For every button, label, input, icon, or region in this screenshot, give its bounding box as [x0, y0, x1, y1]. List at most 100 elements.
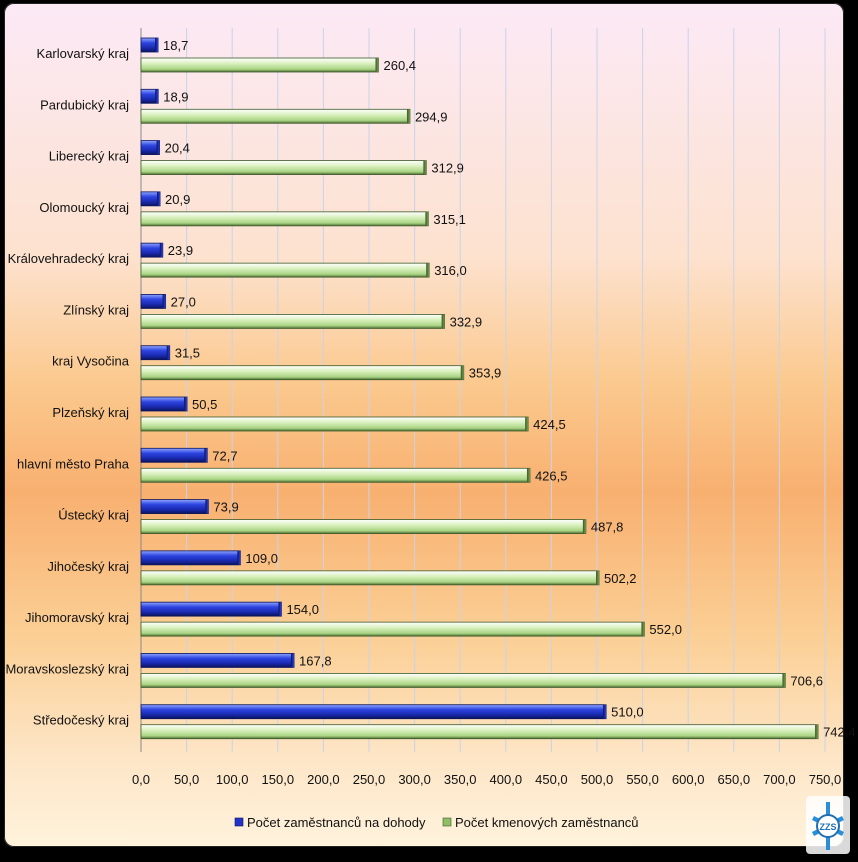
bar-end-kmenovi: [426, 263, 430, 278]
data-label-kmenovi: 312,9: [431, 161, 464, 176]
data-label-kmenovi: 706,6: [790, 673, 823, 688]
data-label-dohody: 154,0: [286, 602, 319, 617]
x-tick-label: 200,0: [307, 772, 340, 787]
x-tick-labels: 0,0 50,0 100,0 150,0 200,0 250,0 300,0 350,0 400…: [132, 772, 841, 787]
bar-kmenovi: [140, 724, 819, 740]
data-label-dohody: 27,0: [171, 294, 196, 309]
category-labels: Karlovarský kraj Pardubický kraj Liberecký…: [5, 46, 129, 728]
zzscr-logo: ZZS: [806, 796, 850, 854]
bar-kmenovi: [140, 57, 379, 73]
data-label-kmenovi: 332,9: [450, 314, 483, 329]
data-label-kmenovi: 294,9: [415, 109, 448, 124]
bar-end-kmenovi: [815, 724, 819, 739]
x-tick-label: 750,0: [809, 772, 842, 787]
x-tick-label: 0,0: [132, 772, 150, 787]
bar-end-dohody: [291, 653, 295, 668]
x-tick-label: 550,0: [626, 772, 659, 787]
x-tick-label: 450,0: [535, 772, 568, 787]
data-label-kmenovi: 353,9: [469, 366, 502, 381]
x-tick-label: 350,0: [444, 772, 477, 787]
bar-end-kmenovi: [782, 673, 786, 688]
bar-kmenovi: [140, 519, 587, 534]
bar-end-kmenovi: [525, 417, 529, 431]
x-tick-label: 650,0: [718, 772, 751, 787]
category-label: Karlovarský kraj: [37, 46, 130, 61]
bar-dohody: [140, 601, 282, 617]
legend: Počet zaměstnanců na dohody Počet kmenov…: [234, 815, 639, 830]
bar-kmenovi: [140, 160, 427, 175]
svg-text:ZZS: ZZS: [820, 822, 837, 832]
bar-end-kmenovi: [460, 365, 464, 380]
bar-end-dohody: [156, 140, 160, 155]
x-tick-label: 600,0: [672, 772, 705, 787]
bar-end-dohody: [155, 89, 159, 104]
bar-end-kmenovi: [423, 160, 427, 175]
data-label-kmenovi: 424,5: [533, 417, 566, 432]
legend-swatch-dohody: [234, 817, 244, 827]
bar-kmenovi: [140, 673, 786, 688]
bar-kmenovi: [140, 621, 645, 637]
data-label-dohody: 109,0: [245, 551, 278, 566]
bar-end-dohody: [204, 448, 208, 463]
category-label: Jihočeský kraj: [47, 559, 129, 574]
bar-kmenovi: [140, 467, 531, 483]
category-label: Jihomoravský kraj: [25, 610, 129, 625]
bar-dohody: [140, 499, 209, 514]
category-label: Plzeňský kraj: [52, 405, 129, 420]
data-label-kmenovi: 426,5: [535, 468, 568, 483]
bar-dohody: [140, 294, 167, 309]
bar-end-dohody: [157, 191, 161, 206]
bar-end-dohody: [159, 243, 163, 258]
data-label-kmenovi: 316,0: [434, 263, 467, 278]
data-label-kmenovi: 487,8: [591, 520, 624, 535]
category-label: Liberecký kraj: [49, 149, 129, 164]
legend-swatch-kmenovi: [442, 817, 452, 827]
bar-end-kmenovi: [582, 519, 586, 534]
data-label-dohody: 31,5: [175, 346, 200, 361]
x-tick-label: 100,0: [216, 772, 249, 787]
x-tick-label: 400,0: [490, 772, 523, 787]
bar-end-dohody: [166, 345, 170, 360]
bar-kmenovi: [140, 416, 529, 432]
bar-end-dohody: [603, 704, 607, 719]
legend-label-dohody: Počet zaměstnanců na dohody: [247, 815, 426, 830]
category-label: Pardubický kraj: [40, 97, 129, 112]
bar-end-dohody: [162, 294, 166, 309]
bar-dohody: [140, 447, 208, 463]
x-tick-label: 500,0: [581, 772, 614, 787]
data-label-dohody: 18,9: [163, 89, 188, 104]
bar-end-dohody: [184, 397, 188, 411]
category-label: Středočeský kraj: [33, 713, 129, 728]
data-label-dohody: 73,9: [213, 500, 238, 515]
data-label-kmenovi: 502,2: [604, 571, 637, 586]
bar-end-kmenovi: [406, 109, 410, 124]
category-label: Zlínský kraj: [63, 302, 129, 317]
category-label: Královehradecký kraj: [8, 251, 129, 266]
bar-dohody: [140, 550, 241, 566]
bar-end-kmenovi: [526, 468, 530, 483]
data-label-dohody: 72,7: [212, 448, 237, 463]
data-label-kmenovi: 742,4: [823, 725, 856, 740]
bars-group: 18,7 260,4 18,9 294,9 20,4 312,9 20,9 315,1 23,9…: [140, 37, 856, 740]
bar-end-kmenovi: [375, 58, 379, 72]
bar-dohody: [140, 242, 164, 258]
bar-kmenovi: [140, 570, 600, 586]
bar-dohody: [140, 345, 171, 361]
bar-dohody: [140, 704, 607, 720]
bar-kmenovi: [140, 262, 430, 278]
category-label: Ústecký kraj: [58, 508, 129, 523]
data-label-dohody: 18,7: [163, 38, 188, 53]
bar-kmenovi: [140, 211, 429, 227]
category-label: Moravskoslezský kraj: [5, 661, 129, 676]
category-label: kraj Vysočina: [52, 354, 130, 369]
bar-kmenovi: [140, 365, 465, 381]
bar-end-kmenovi: [596, 570, 600, 585]
data-label-dohody: 510,0: [611, 705, 644, 720]
data-label-dohody: 20,9: [165, 192, 190, 207]
data-label-dohody: 20,4: [165, 141, 190, 156]
data-label-kmenovi: 552,0: [649, 622, 682, 637]
bar-kmenovi: [140, 108, 411, 124]
bar-end-dohody: [155, 38, 159, 52]
category-label: hlavní město Praha: [17, 456, 130, 471]
